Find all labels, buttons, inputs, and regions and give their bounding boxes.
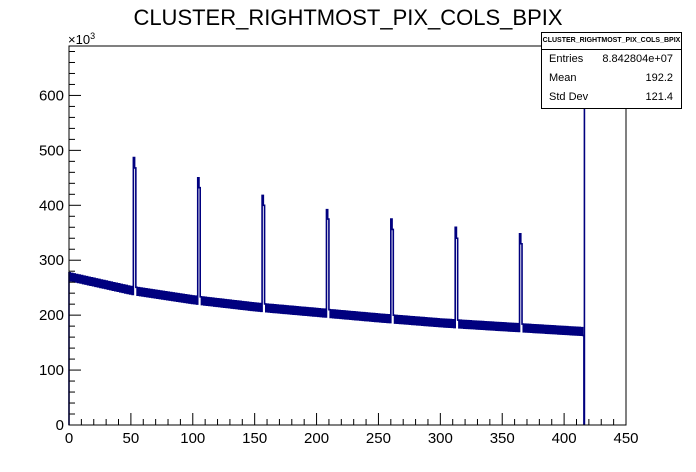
y-tick-label: 100 [39, 362, 64, 379]
x-tick-label: 50 [123, 430, 140, 447]
x-tick-label: 300 [428, 430, 453, 447]
histogram-series [68, 46, 586, 425]
x-tick-label: 0 [65, 430, 73, 447]
x-tick-label: 400 [552, 430, 577, 447]
y-tick-label: 300 [39, 252, 64, 269]
stats-row-entries: Entries 8.842804e+07 [542, 50, 681, 69]
y-scale-label: ×103 [68, 31, 95, 47]
stats-box: CLUSTER_RIGHTMOST_PIX_COLS_BPIX Entries … [541, 32, 682, 109]
mean-value: 192.2 [645, 72, 673, 84]
entries-value: 8.842804e+07 [602, 53, 673, 65]
x-tick-label: 450 [613, 430, 638, 447]
y-tick-label: 400 [39, 197, 64, 214]
y-tick-label: 600 [39, 87, 64, 104]
y-tick-label: 500 [39, 142, 64, 159]
x-tick-label: 250 [366, 430, 391, 447]
x-axis: 0 50 100 150 200 250 300 350 400 450 [65, 413, 639, 447]
y-axis: 0 100 200 300 400 500 600 [39, 50, 81, 434]
x-tick-label: 350 [490, 430, 515, 447]
stats-title: CLUSTER_RIGHTMOST_PIX_COLS_BPIX [542, 33, 681, 50]
plot-frame [68, 45, 627, 426]
stats-row-stddev: Std Dev 121.4 [542, 88, 681, 107]
stddev-label: Std Dev [549, 91, 589, 103]
y-scale-exponent: 3 [90, 31, 95, 41]
x-tick-label: 200 [304, 430, 329, 447]
histogram-line [68, 156, 585, 425]
x-tick-label: 100 [180, 430, 205, 447]
mean-label: Mean [549, 72, 577, 84]
y-scale-base: ×10 [68, 32, 90, 47]
stats-row-mean: Mean 192.2 [542, 69, 681, 88]
chart-title: CLUSTER_RIGHTMOST_PIX_COLS_BPIX [133, 5, 562, 30]
y-tick-label: 200 [39, 307, 64, 324]
x-tick-label: 150 [242, 430, 267, 447]
y-tick-label: 0 [56, 417, 64, 434]
entries-label: Entries [549, 53, 584, 65]
stddev-value: 121.4 [645, 91, 673, 103]
